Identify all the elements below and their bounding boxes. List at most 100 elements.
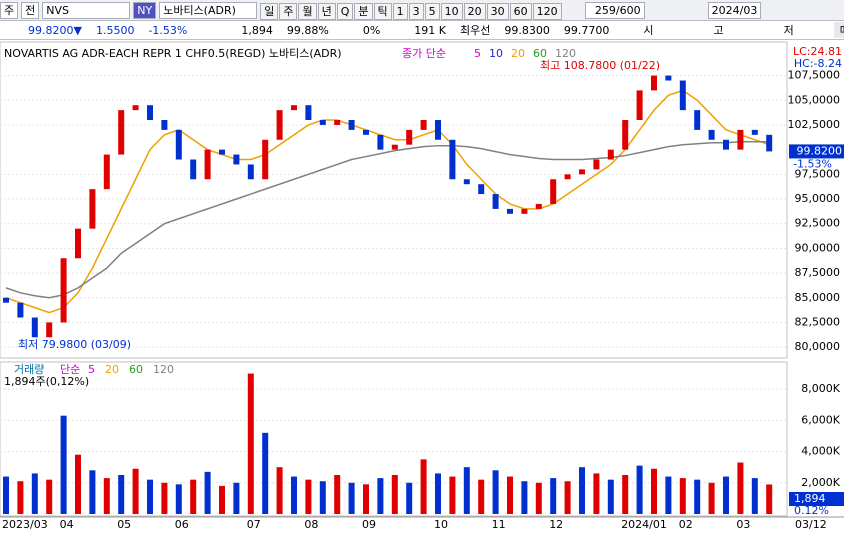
candle — [420, 120, 427, 130]
volume-bar — [665, 476, 672, 514]
period-buttons: 일 주 월 년 Q 분 틱 1 3 5 10 20 30 60 120 — [260, 2, 562, 20]
period-button[interactable]: 분 — [354, 2, 373, 20]
volume-bar — [305, 479, 312, 514]
volume-bar — [579, 467, 585, 514]
price: 99.8200▼ — [28, 23, 82, 37]
symbol[interactable]: NVS — [42, 1, 131, 19]
period-button[interactable]: 20 — [463, 2, 486, 20]
volume-bar — [478, 479, 485, 514]
candle — [291, 105, 297, 111]
period-button[interactable]: 주 — [279, 2, 298, 20]
period-button[interactable]: 10 — [440, 2, 463, 20]
volume-bar — [363, 484, 369, 514]
candle — [679, 80, 686, 111]
y-tick-label: 4,000K — [801, 445, 840, 458]
y-tick-label: 82,5000 — [795, 315, 841, 328]
low-label: 저 — [783, 24, 794, 37]
candle — [550, 179, 557, 204]
volume-bar — [89, 470, 96, 514]
period-button[interactable]: 1 — [392, 2, 408, 20]
buy-button[interactable]: 매수 — [833, 22, 844, 38]
candle — [348, 120, 355, 130]
volume-bar — [463, 467, 470, 514]
volume-bar — [31, 473, 38, 514]
volume-bar — [535, 482, 542, 514]
candle — [449, 139, 456, 180]
candle — [535, 203, 542, 209]
volume-bar — [348, 482, 355, 514]
volume-bar — [550, 478, 557, 514]
candle — [247, 164, 254, 180]
ratio: 99.88% — [286, 23, 329, 37]
volume-bar — [17, 481, 24, 514]
market[interactable]: 주 — [0, 1, 19, 19]
candle — [118, 110, 125, 155]
candle — [478, 184, 485, 195]
volume-bar — [262, 432, 269, 514]
bid: 99.7700 — [563, 23, 610, 37]
legend-entry: 120 — [555, 47, 576, 60]
date[interactable]: 2024/03 — [707, 1, 762, 19]
stock-name[interactable]: 노바티스(ADR) — [159, 1, 258, 19]
candle — [607, 149, 614, 160]
change: 1.5500 — [95, 23, 135, 37]
legend-entry: 5 — [474, 47, 481, 60]
period-button[interactable]: 월 — [298, 2, 317, 20]
ask: 99.8300 — [504, 23, 550, 37]
y-tick-label: 2,000K — [801, 476, 840, 489]
candle — [132, 105, 139, 111]
candle — [737, 129, 744, 150]
volume-bar — [334, 474, 341, 514]
volume-bar — [75, 454, 81, 514]
volume-bar — [737, 462, 744, 514]
candle — [262, 139, 269, 180]
candle — [305, 105, 312, 121]
period-button[interactable]: 60 — [509, 2, 532, 20]
open-label: 시 — [643, 24, 654, 37]
volume-bar — [723, 476, 729, 514]
period-button[interactable]: 120 — [532, 2, 562, 20]
low-note: 최저 79.9800 (03/09) — [18, 338, 131, 351]
mode[interactable]: 전 — [21, 1, 40, 19]
volume-bar — [291, 476, 297, 514]
volume-bar — [219, 485, 225, 514]
volume-bar — [46, 479, 53, 514]
candle — [708, 129, 715, 140]
period-button[interactable]: 30 — [486, 2, 509, 20]
candle — [161, 120, 168, 130]
volume-bar — [507, 476, 513, 514]
candle — [363, 129, 369, 135]
volume-bar — [679, 478, 686, 514]
period-button[interactable]: Q — [336, 2, 354, 20]
x-tick-label: 02 — [679, 518, 693, 531]
count[interactable]: 259/600 — [584, 1, 645, 19]
last-volume-box — [789, 492, 844, 506]
volume-bar — [766, 484, 773, 514]
exchange: NY — [133, 1, 157, 19]
period-button[interactable]: 5 — [424, 2, 440, 20]
y-tick-label: 95,0000 — [795, 192, 841, 205]
y-tick-label: 8,000K — [801, 382, 840, 395]
period-button[interactable]: 년 — [317, 2, 336, 20]
period-button[interactable]: 일 — [260, 2, 279, 20]
period-button[interactable]: 3 — [408, 2, 424, 20]
candle — [665, 75, 672, 81]
zero: 0% — [362, 23, 381, 37]
candle — [103, 154, 110, 190]
candle — [334, 120, 341, 125]
period-button[interactable]: 틱 — [373, 2, 392, 20]
candle — [622, 120, 629, 150]
candle — [46, 322, 53, 338]
candle — [190, 159, 197, 180]
candle — [593, 159, 600, 170]
volume-title: 거래량 — [14, 363, 44, 376]
lc-label: LC:24.81 — [793, 45, 842, 58]
volume-bar — [564, 481, 571, 514]
x-tick-label: 07 — [247, 518, 261, 531]
volume-bar — [319, 481, 326, 514]
chart: 80,0000 82,5000 85,0000 87,5000 90,0000 92,50… — [0, 41, 844, 531]
last-price-box — [789, 144, 844, 159]
y-tick-label: 87,5000 — [795, 266, 841, 279]
candle — [463, 179, 470, 185]
candle — [377, 134, 384, 150]
